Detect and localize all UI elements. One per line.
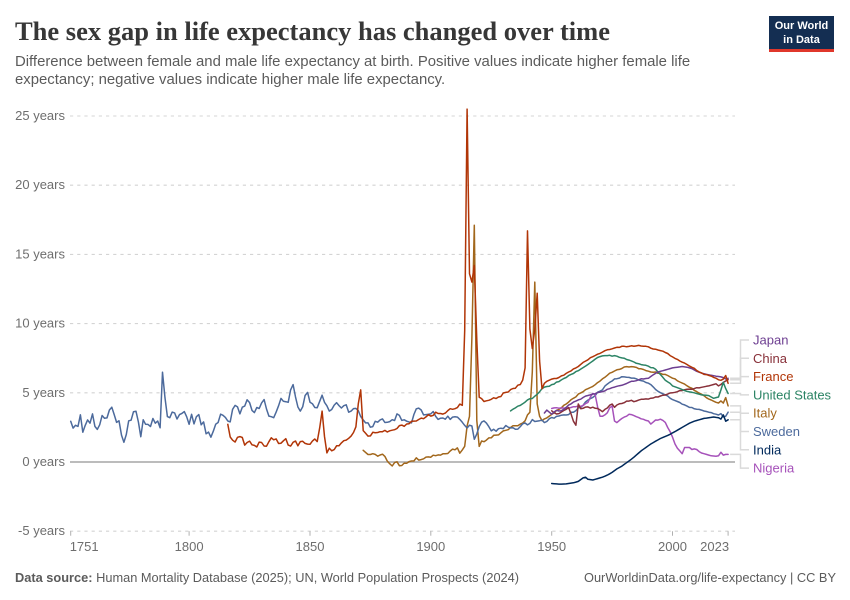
svg-text:France: France [753,369,793,384]
svg-text:2000: 2000 [658,539,687,554]
svg-text:1800: 1800 [175,539,204,554]
svg-text:20 years: 20 years [15,177,65,192]
svg-text:Nigeria: Nigeria [753,461,795,476]
svg-text:United States: United States [753,387,832,402]
svg-text:India: India [753,442,782,457]
svg-text:1751: 1751 [70,539,99,554]
svg-text:Italy: Italy [753,406,777,421]
svg-text:5 years: 5 years [22,385,65,400]
svg-text:Japan: Japan [753,333,788,348]
svg-text:Sweden: Sweden [753,424,800,439]
svg-text:1850: 1850 [296,539,325,554]
svg-text:25 years: 25 years [15,108,65,123]
svg-text:2023: 2023 [700,539,729,554]
svg-text:10 years: 10 years [15,316,65,331]
svg-text:-5 years: -5 years [18,523,65,538]
svg-text:China: China [753,351,788,366]
svg-text:0 years: 0 years [22,454,65,469]
svg-text:1900: 1900 [416,539,445,554]
svg-text:1950: 1950 [537,539,566,554]
svg-text:15 years: 15 years [15,246,65,261]
